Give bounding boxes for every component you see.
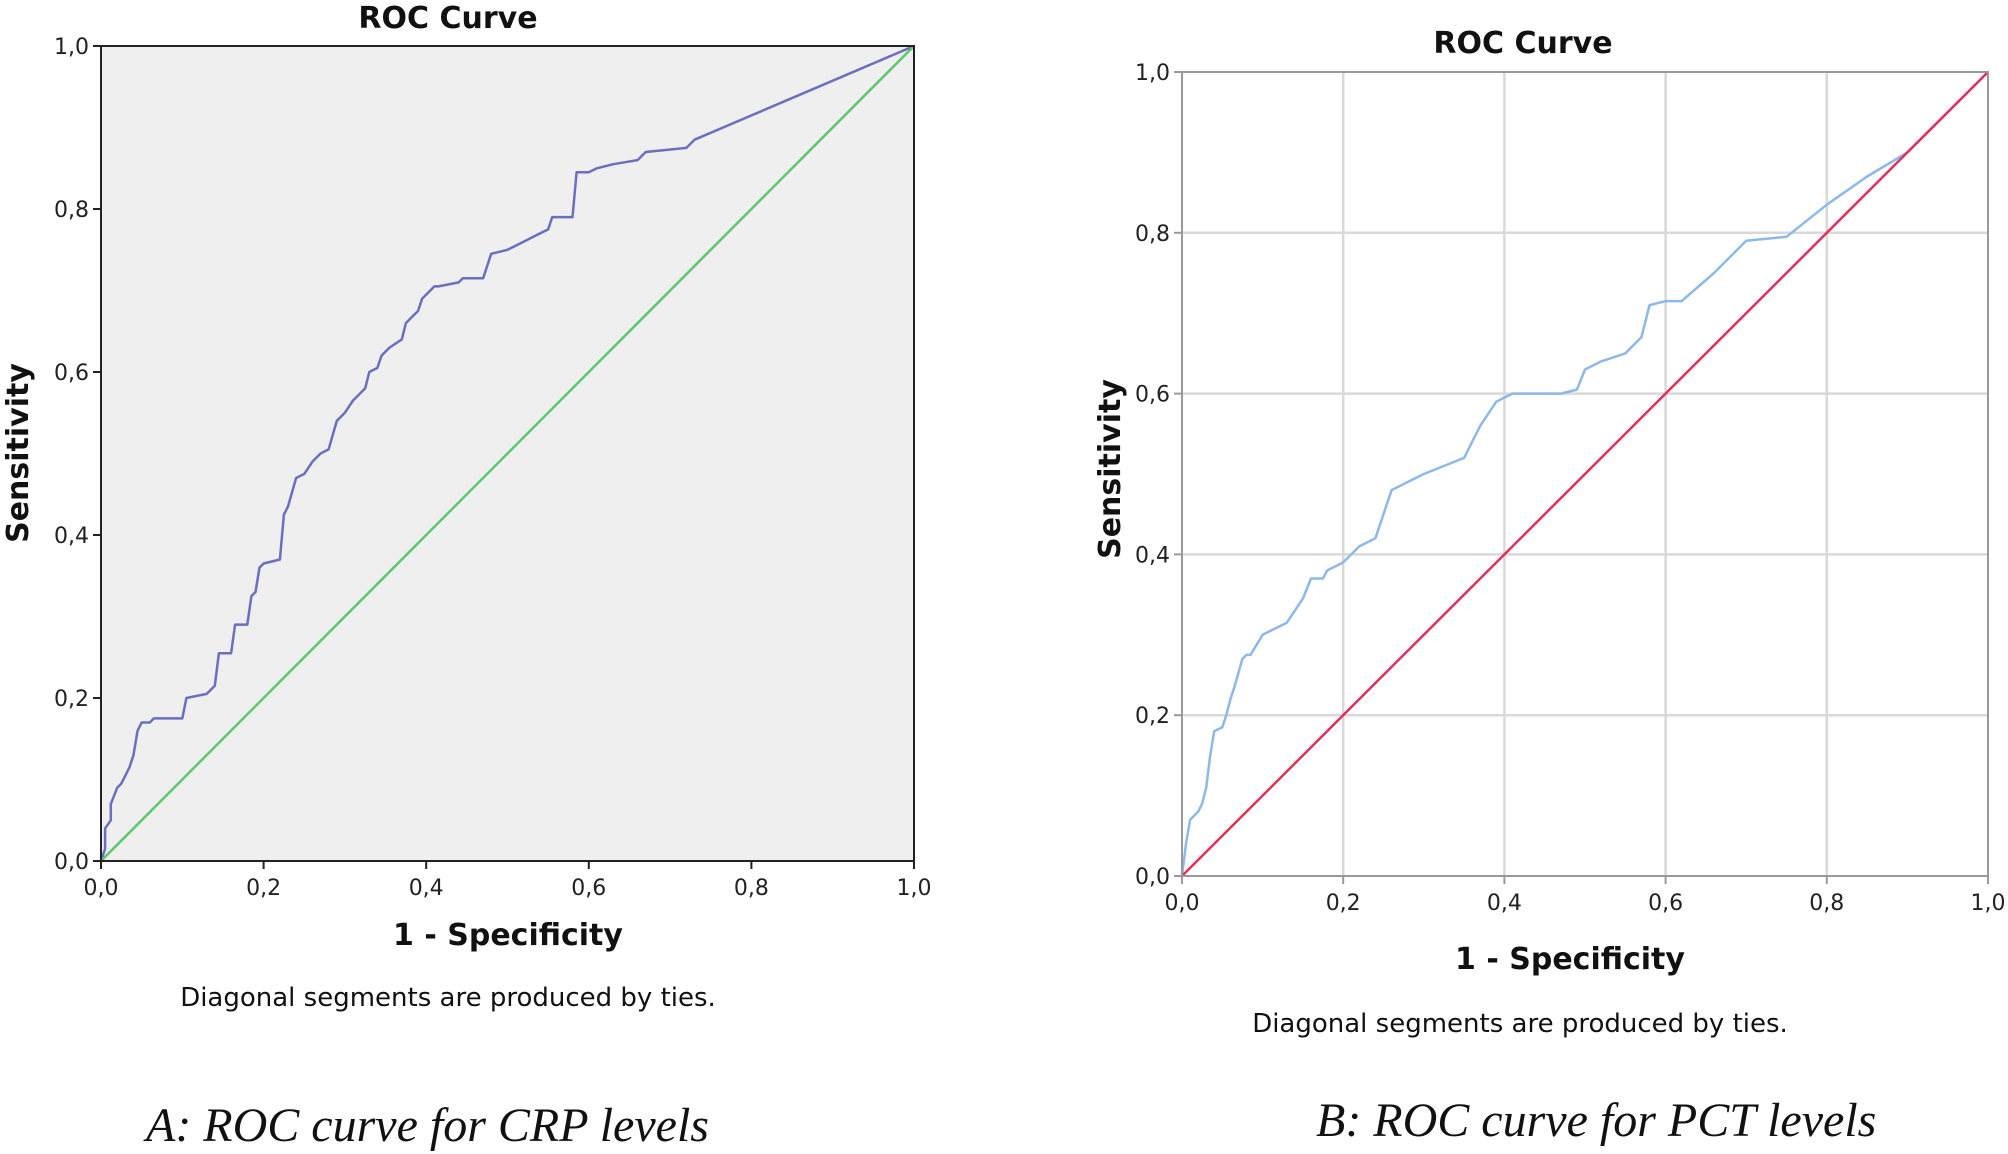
x-tick-label: 0,4 [409, 876, 444, 901]
panel-crp: 0,0 0,2 0,4 0,6 0,8 1,0 0,0 0,2 0,4 0,6 0,8 1,0 RO… [0, 0, 980, 1154]
plot-frame [1181, 71, 1989, 877]
x-tick-label: 0,2 [246, 876, 281, 901]
reference-diagonal-line [100, 45, 915, 862]
x-tick-label: 1,0 [897, 876, 932, 901]
ties-note: Diagonal segments are produced by ties. [180, 983, 716, 1013]
ties-note: Diagonal segments are produced by ties. [1252, 1009, 1788, 1039]
figure-caption-a: A: ROC curve for CRP levels [146, 1099, 709, 1152]
reference-diagonal-line [1181, 71, 1989, 877]
x-tick-label: 1,0 [1971, 891, 2006, 916]
chart-title: ROC Curve [1433, 26, 1612, 61]
y-axis-label: Sensitivity [1093, 379, 1128, 559]
y-tick-label: 0,0 [1135, 865, 1170, 890]
y-tick-label: 0,6 [1135, 383, 1170, 408]
x-tick-label: 0,4 [1487, 891, 1522, 916]
plot-frame [100, 45, 915, 862]
figure-caption-b: B: ROC curve for PCT levels [1316, 1094, 1877, 1147]
y-tick-label: 0,4 [1135, 543, 1170, 568]
roc-curve-line [99, 44, 915, 862]
x-tick-label: 0,0 [84, 876, 119, 901]
y-tick-label: 0,8 [54, 198, 89, 223]
x-tick-label: 0,6 [1648, 891, 1683, 916]
y-tick-label: 1,0 [54, 35, 89, 60]
y-tick-label: 0,6 [54, 361, 89, 386]
x-tick-label: 0,0 [1165, 891, 1200, 916]
roc-chart-crp: 0,0 0,2 0,4 0,6 0,8 1,0 0,0 0,2 0,4 0,6 0,8 1,0 RO… [1, 1, 932, 1013]
y-tick-label: 1,0 [1135, 61, 1170, 86]
roc-curve-line [1180, 71, 1989, 877]
x-axis-label: 1 - Specificity [393, 918, 623, 953]
y-tick-label: 0,8 [1135, 222, 1170, 247]
y-tick-label: 0,0 [54, 850, 89, 875]
x-axis-label: 1 - Specificity [1455, 942, 1685, 977]
panel-pct: 0,0 0,2 0,4 0,6 0,8 1,0 0,0 0,2 0,4 0,6 0,8 1,0 RO… [1060, 0, 2008, 1154]
roc-chart-pct: 0,0 0,2 0,4 0,6 0,8 1,0 0,0 0,2 0,4 0,6 0,8 1,0 RO… [1093, 26, 2006, 1039]
y-tick-label: 0,2 [1135, 704, 1170, 729]
y-tick-label: 0,4 [54, 524, 89, 549]
x-tick-label: 0,8 [1809, 891, 1844, 916]
y-tick-label: 0,2 [54, 687, 89, 712]
x-tick-label: 0,2 [1326, 891, 1361, 916]
chart-title: ROC Curve [358, 1, 537, 36]
x-tick-label: 0,8 [734, 876, 769, 901]
y-axis-label: Sensitivity [1, 363, 36, 543]
x-tick-label: 0,6 [571, 876, 606, 901]
